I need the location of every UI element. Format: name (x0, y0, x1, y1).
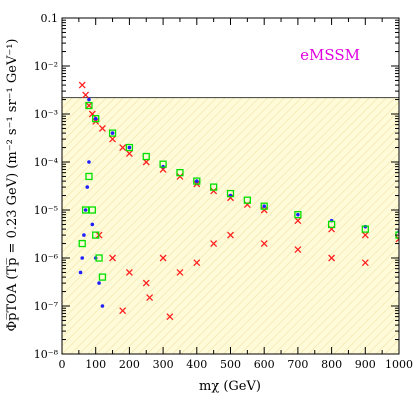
data-point-red (159, 254, 167, 262)
data-point-blue (296, 212, 300, 217)
data-point-red (361, 231, 369, 239)
x-axis-title: mχ (GeV) (199, 379, 261, 394)
x-tick-label: 500 (220, 358, 241, 371)
y-axis-ticks: 10⁻⁸ 10⁻⁷ 10⁻⁶ 10⁻⁵ 10⁻⁴ 10⁻³ 10⁻² 0.1 (34, 12, 399, 361)
data-point-blue (195, 179, 199, 183)
data-point-red (119, 307, 127, 315)
data-point-green (209, 183, 218, 191)
data-point-green (92, 115, 100, 123)
data-point-blue (110, 131, 115, 135)
data-point-red (227, 194, 234, 202)
y-tick-label: 10⁻⁷ (34, 300, 59, 313)
y-tick-label: 0.1 (41, 12, 59, 25)
y-axis-title: Φp̅TOA (Tp̅ = 0.23 GeV) (m⁻² s⁻¹ sr⁻¹ Ge… (5, 39, 20, 332)
data-point-red (109, 254, 117, 262)
data-point-green (243, 196, 252, 204)
y-tick-label: 10⁻⁸ (34, 348, 59, 361)
data-point-green (85, 172, 93, 181)
annotation-label: eMSSM (300, 46, 360, 64)
data-point-green (142, 152, 150, 161)
data-point-green (260, 202, 268, 210)
data-point-green (193, 177, 201, 185)
data-point-red (260, 240, 268, 248)
data-point-blue (87, 160, 91, 164)
data-point-red (260, 206, 268, 214)
x-tick-label: 300 (153, 358, 174, 371)
data-point-green (226, 189, 235, 198)
y-tick-label: 10⁻³ (34, 108, 58, 121)
data-point-green (98, 273, 107, 281)
y-tick-label: 10⁻⁵ (34, 204, 58, 217)
data-point-green (361, 225, 369, 233)
data-point-red (210, 187, 218, 195)
x-tick-label: 0 (59, 358, 66, 371)
data-point-blue (85, 185, 90, 189)
x-tick-label: 200 (119, 358, 140, 371)
data-point-red (176, 268, 184, 276)
data-point-green (294, 211, 302, 219)
data-point-blue (80, 256, 85, 260)
scatter-points (78, 81, 399, 321)
x-tick-label: 800 (321, 358, 342, 371)
data-point-green (95, 254, 103, 262)
data-point-red (109, 135, 117, 143)
data-point-green (92, 231, 100, 239)
data-point-red (98, 124, 106, 132)
data-point-green (327, 220, 336, 229)
data-point-red (294, 246, 302, 254)
data-point-red (227, 231, 234, 239)
y-tick-label: 10⁻⁶ (34, 252, 59, 265)
data-point-green (85, 101, 93, 110)
data-point-red (294, 217, 302, 225)
data-point-blue (90, 222, 95, 227)
x-tick-label: 100 (85, 358, 106, 371)
data-point-blue (93, 116, 98, 121)
y-tick-label: 10⁻⁴ (34, 156, 59, 169)
data-point-red (243, 201, 251, 208)
data-point-green (108, 129, 117, 137)
data-point-red (395, 235, 399, 243)
data-point-green (81, 206, 90, 214)
data-point-blue (87, 97, 91, 102)
data-point-blue (97, 281, 101, 285)
data-point-blue (127, 145, 132, 150)
data-point-green (88, 206, 96, 214)
data-point-red (119, 144, 127, 152)
data-point-blue (100, 304, 105, 308)
data-point-red (176, 172, 184, 180)
x-tick-label: 900 (355, 358, 376, 371)
x-axis-ticks: 0 100 200 300 400 500 600 700 800 900 1000 (59, 18, 413, 371)
data-point-green (125, 143, 134, 152)
data-point-blue (262, 204, 267, 208)
x-tick-label: 600 (254, 358, 275, 371)
data-point-green (78, 239, 86, 248)
data-point-red (125, 150, 133, 158)
data-point-blue (78, 270, 83, 275)
data-point-red (85, 102, 93, 110)
data-point-red (210, 240, 218, 248)
data-point-blue (82, 233, 86, 237)
x-tick-label: 400 (186, 358, 207, 371)
y-tick-label: 10⁻² (34, 60, 58, 73)
data-point-green (159, 160, 167, 168)
x-tick-label: 1000 (385, 358, 413, 371)
data-point-green (176, 168, 184, 177)
x-tick-label: 700 (287, 358, 308, 371)
data-point-red (328, 254, 336, 262)
data-point-red (361, 259, 369, 267)
data-point-red (166, 313, 174, 321)
data-point-red (82, 91, 90, 99)
data-point-blue (83, 208, 88, 212)
data-point-red (78, 81, 86, 89)
data-point-red (125, 268, 133, 276)
data-point-red (142, 279, 150, 287)
data-point-red (146, 294, 154, 302)
allowed-region (62, 97, 399, 354)
data-point-red (193, 259, 201, 267)
